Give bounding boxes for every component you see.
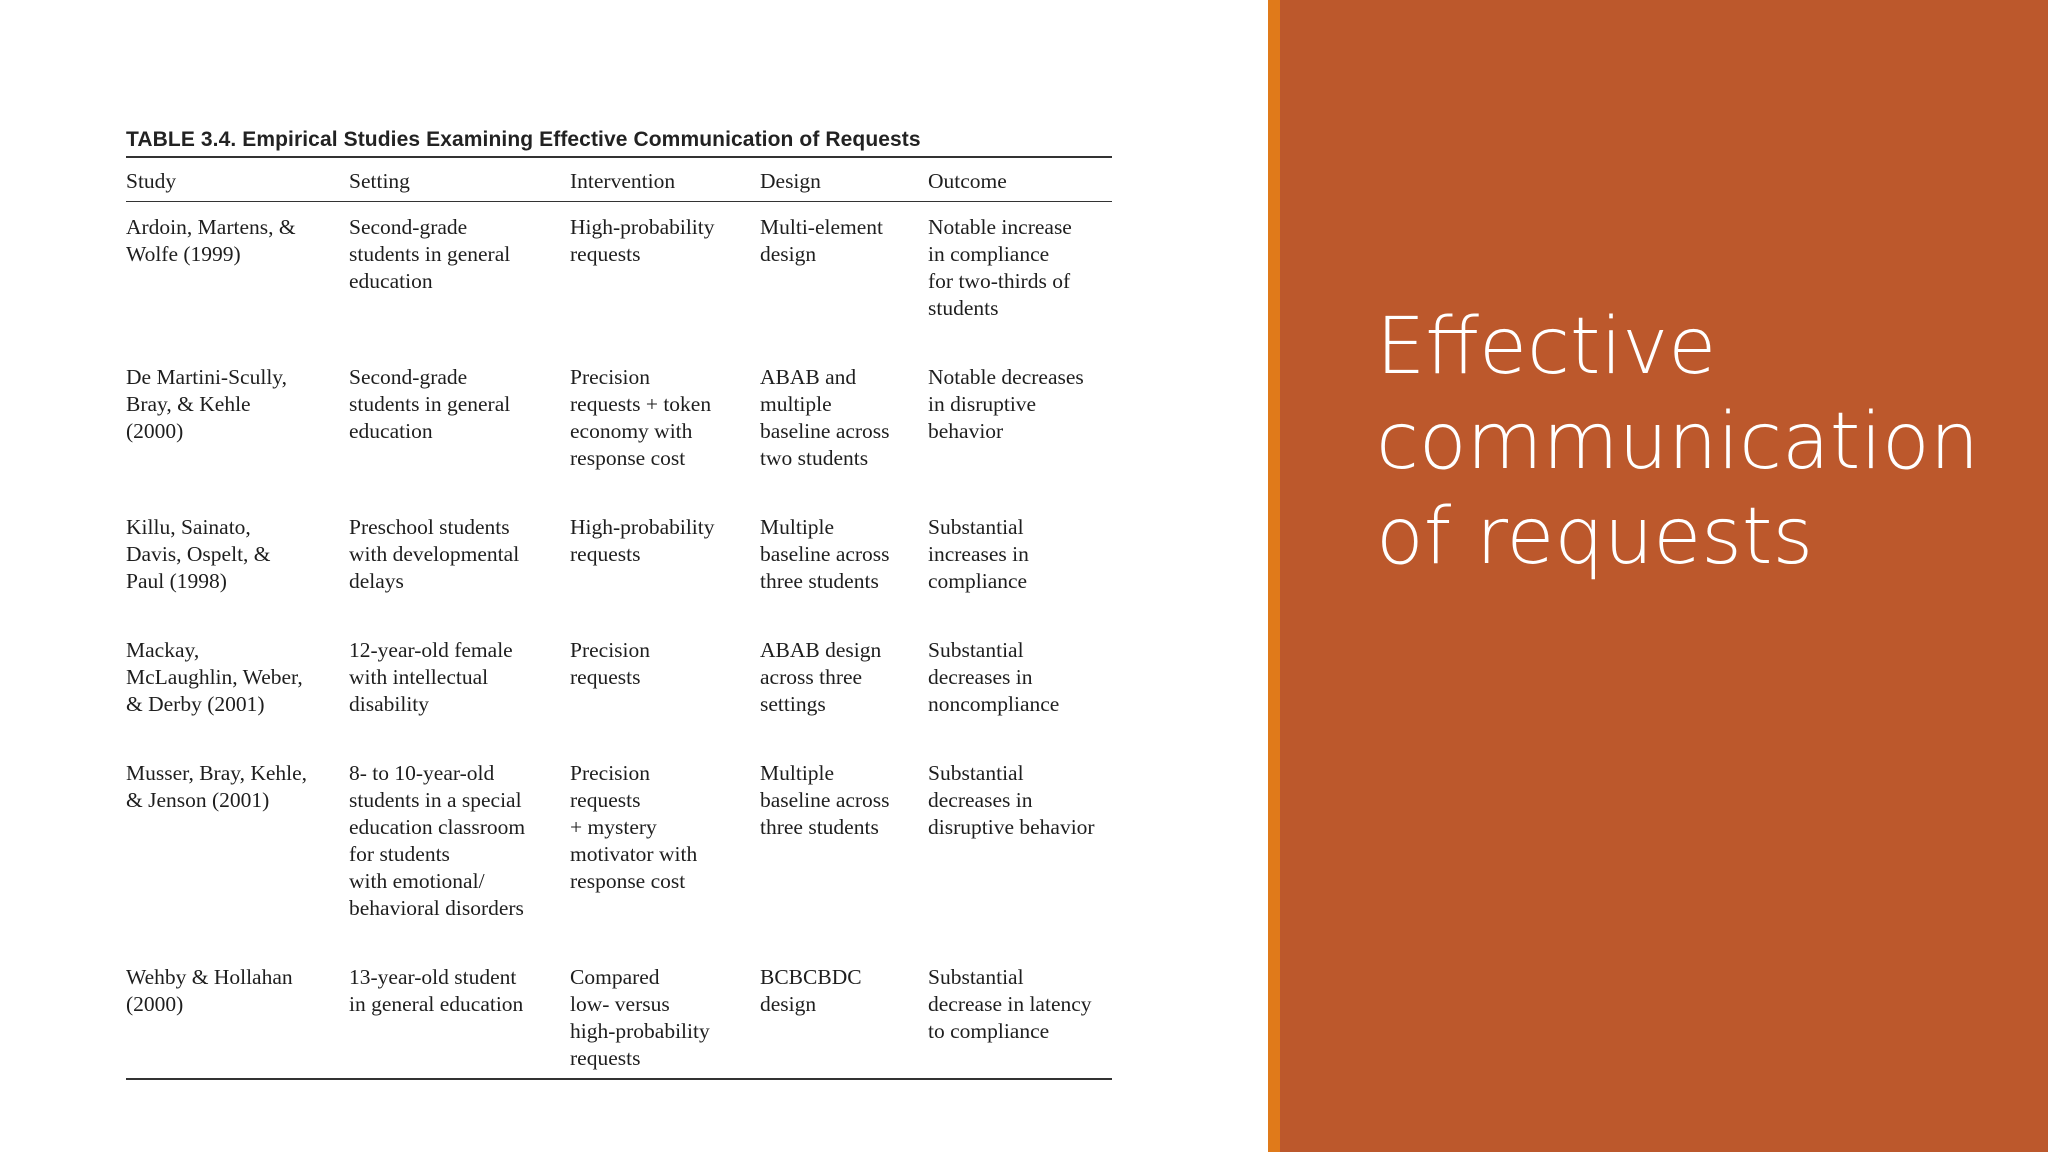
cell-outcome: Notable decreases in disruptive behavior <box>928 365 1084 443</box>
table-row: Ardoin, Martens, & Wolfe (1999) Second-g… <box>126 202 1112 350</box>
table-row: De Martini-Scully, Bray, & Kehle (2000) … <box>126 350 1112 500</box>
column-header-design: Design <box>760 169 821 193</box>
accent-stripe <box>1268 0 1280 1152</box>
cell-study: Mackay, McLaughlin, Weber, & Derby (2001… <box>126 638 303 716</box>
table-bottom-rule <box>126 1078 1112 1080</box>
cell-outcome: Substantial decreases in noncompliance <box>928 638 1060 716</box>
table-row: Wehby & Hollahan (2000) 13-year-old stud… <box>126 950 1112 1078</box>
cell-outcome: Substantial decreases in disruptive beha… <box>928 761 1095 839</box>
cell-setting: Second-grade students in general educati… <box>349 365 511 443</box>
cell-intervention: Precision requests + mystery motivator w… <box>570 761 698 893</box>
column-header-outcome: Outcome <box>928 169 1007 193</box>
cell-study: De Martini-Scully, Bray, & Kehle (2000) <box>126 365 288 443</box>
cell-design: Multiple baseline across three students <box>760 761 890 839</box>
title-panel: Effective communication of requests <box>1268 0 2048 1152</box>
cell-design: BCBCBDC design <box>760 965 862 1016</box>
cell-study: Killu, Sainato, Davis, Ospelt, & Paul (1… <box>126 515 271 593</box>
table-row: Mackay, McLaughlin, Weber, & Derby (2001… <box>126 623 1112 746</box>
cell-outcome: Substantial increases in compliance <box>928 515 1029 593</box>
cell-outcome: Substantial decrease in latency to compl… <box>928 965 1092 1043</box>
cell-design: Multi-element design <box>760 215 883 266</box>
table-row: Musser, Bray, Kehle, & Jenson (2001) 8- … <box>126 746 1112 950</box>
cell-intervention: Precision requests + token economy with … <box>570 365 712 470</box>
column-header-setting: Setting <box>349 169 410 193</box>
cell-intervention: Compared low- versus high-probability re… <box>570 965 710 1070</box>
table-row: Killu, Sainato, Davis, Ospelt, & Paul (1… <box>126 500 1112 623</box>
cell-setting: 12-year-old female with intellectual dis… <box>349 638 513 716</box>
cell-setting: Second-grade students in general educati… <box>349 215 511 293</box>
table-header-row: Study Setting Intervention Design Outcom… <box>126 158 1112 201</box>
cell-design: Multiple baseline across three students <box>760 515 890 593</box>
cell-outcome: Notable increase in compliance for two-t… <box>928 215 1072 320</box>
cell-setting: 8- to 10-year-old students in a special … <box>349 761 526 920</box>
cell-study: Musser, Bray, Kehle, & Jenson (2001) <box>126 761 308 812</box>
cell-intervention: High-probability requests <box>570 515 715 566</box>
studies-table-body: Ardoin, Martens, & Wolfe (1999) Second-g… <box>126 202 1112 1078</box>
cell-design: ABAB design across three settings <box>760 638 882 716</box>
cell-study: Wehby & Hollahan (2000) <box>126 965 293 1016</box>
column-header-study: Study <box>126 169 177 193</box>
slide-title: Effective communication of requests <box>1376 302 1980 582</box>
cell-intervention: Precision requests <box>570 638 651 689</box>
table-top-rule <box>126 156 1112 158</box>
studies-table: Study Setting Intervention Design Outcom… <box>126 158 1112 201</box>
table-figure: TABLE 3.4. Empirical Studies Examining E… <box>126 128 1112 1080</box>
table-header-rule <box>126 201 1112 202</box>
column-header-intervention: Intervention <box>570 169 676 193</box>
table-caption: TABLE 3.4. Empirical Studies Examining E… <box>126 128 921 151</box>
cell-setting: Preschool students with developmental de… <box>349 515 520 593</box>
cell-design: ABAB and multiple baseline across two st… <box>760 365 890 470</box>
cell-setting: 13-year-old student in general education <box>349 965 524 1016</box>
cell-intervention: High-probability requests <box>570 215 715 266</box>
cell-study: Ardoin, Martens, & Wolfe (1999) <box>126 215 296 266</box>
